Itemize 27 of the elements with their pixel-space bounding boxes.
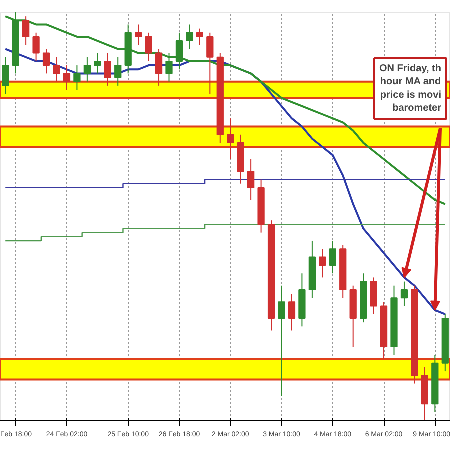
candlestick bbox=[32, 32, 40, 62]
candlestick bbox=[63, 65, 71, 91]
candlestick bbox=[114, 56, 122, 86]
candlestick bbox=[94, 52, 102, 74]
candlestick bbox=[42, 48, 50, 74]
candlestick bbox=[2, 56, 10, 95]
candlestick bbox=[84, 56, 91, 82]
candlestick bbox=[176, 32, 184, 70]
candlestick bbox=[135, 24, 142, 46]
candlestick bbox=[319, 248, 326, 278]
candlestick bbox=[155, 48, 163, 86]
candlestick bbox=[288, 294, 296, 332]
candlestick bbox=[104, 52, 112, 86]
candlestick bbox=[400, 281, 408, 307]
candlestick bbox=[22, 16, 30, 46]
candlestick bbox=[206, 32, 214, 95]
candlestick bbox=[53, 56, 60, 82]
candlestick bbox=[74, 65, 81, 91]
candlestick bbox=[227, 118, 234, 160]
candlestick bbox=[329, 240, 336, 274]
candlestick bbox=[186, 24, 194, 50]
annotation: ON Friday, th hour MA and price is movi barometer bbox=[379, 64, 442, 114]
candlestick bbox=[145, 32, 152, 62]
candlestick bbox=[166, 52, 173, 82]
candlestick bbox=[278, 285, 286, 397]
candlestick bbox=[248, 158, 255, 201]
candlestick bbox=[196, 28, 204, 46]
